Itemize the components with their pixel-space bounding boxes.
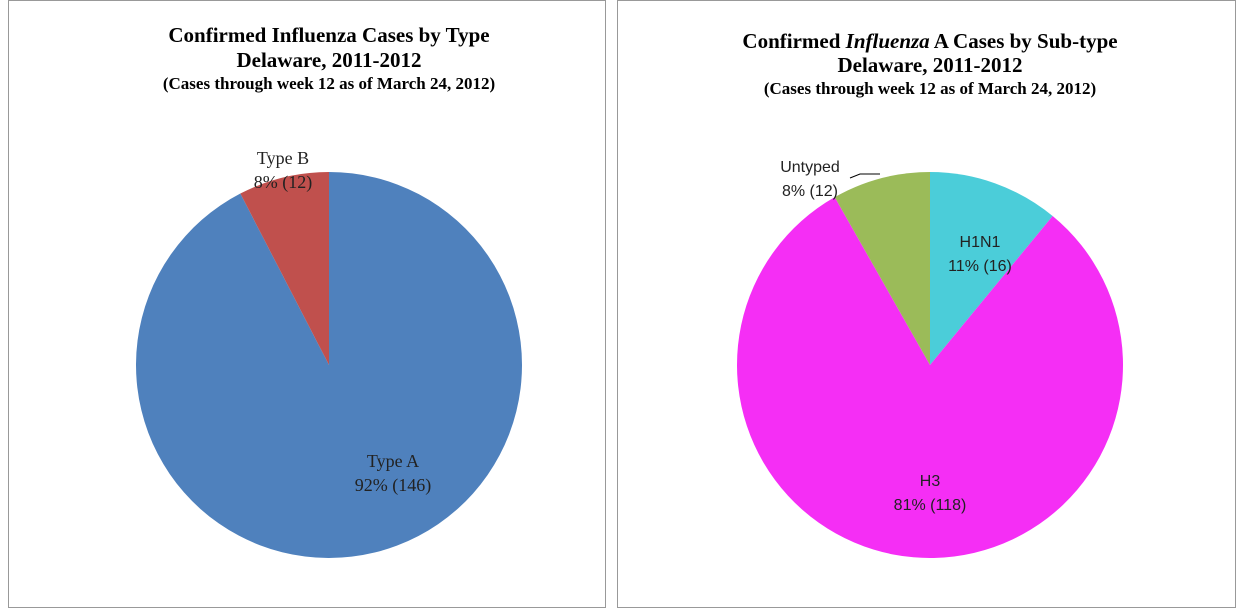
chart-subtitle: (Cases through week 12 as of March 24, 2… bbox=[163, 74, 495, 93]
slice-label: Untyped bbox=[780, 159, 840, 176]
chart-subtitle: Delaware, 2011-2012 bbox=[236, 48, 421, 72]
slice-value-label: 8% (12) bbox=[782, 183, 838, 200]
slice-label: H1N1 bbox=[960, 234, 1001, 251]
pie-slice bbox=[930, 172, 1053, 365]
slice-label: H3 bbox=[920, 473, 941, 490]
title-part: A Cases by Sub-type bbox=[930, 29, 1118, 53]
chart-title: Confirmed Influenza A Cases by Sub-type bbox=[742, 29, 1117, 53]
leader-line bbox=[849, 173, 880, 179]
slice-label: Type B bbox=[257, 148, 309, 168]
title-part: Influenza bbox=[845, 29, 930, 53]
pie-slice bbox=[834, 172, 930, 365]
title-part: Confirmed bbox=[742, 29, 845, 53]
title-part: Confirmed Influenza Cases by Type bbox=[168, 23, 489, 47]
slice-value-label: 81% (118) bbox=[894, 497, 967, 514]
slice-value-label: 8% (12) bbox=[254, 172, 312, 193]
chart-subtitle: Delaware, 2011-2012 bbox=[837, 53, 1022, 77]
chart-subtitle: (Cases through week 12 as of March 24, 2… bbox=[764, 79, 1096, 98]
slice-value-label: 11% (16) bbox=[948, 258, 1012, 275]
pie-slice bbox=[240, 172, 329, 365]
chart-title: Confirmed Influenza Cases by Type bbox=[168, 23, 489, 47]
slice-label: Type A bbox=[367, 451, 419, 471]
pie-slice bbox=[135, 172, 522, 558]
slice-value-label: 92% (146) bbox=[355, 475, 431, 496]
pie-slice bbox=[737, 197, 1123, 558]
